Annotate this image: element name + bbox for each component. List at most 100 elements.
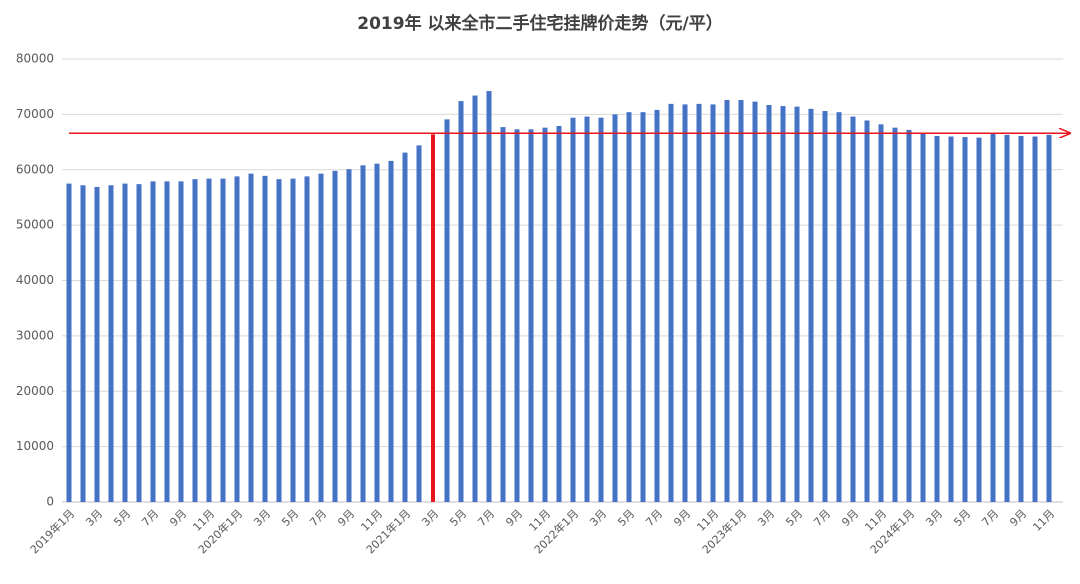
x-tick-label: 11月 (1030, 507, 1057, 534)
bar (738, 99, 744, 502)
y-tick-label: 40000 (16, 273, 54, 287)
x-tick-label: 9月 (1007, 507, 1029, 529)
bar (374, 163, 380, 502)
y-tick-label: 60000 (16, 162, 54, 176)
x-tick-label: 3月 (419, 507, 441, 529)
bar (556, 126, 562, 502)
bar (654, 109, 660, 502)
x-tick-label: 2019年1月 (27, 506, 77, 556)
bar (150, 181, 156, 502)
x-tick-label: 5月 (615, 507, 637, 529)
bar (892, 127, 898, 502)
bar (248, 173, 254, 502)
bar (388, 160, 394, 502)
bar (598, 117, 604, 502)
x-tick-label: 3月 (251, 507, 273, 529)
x-tick-label: 3月 (923, 507, 945, 529)
bar (920, 133, 926, 502)
bar (108, 185, 114, 502)
bar (528, 129, 534, 503)
x-tick-label: 5月 (951, 507, 973, 529)
bar (431, 134, 435, 502)
bar (626, 112, 632, 502)
bar (878, 124, 884, 502)
bar (234, 176, 240, 502)
bar (850, 116, 856, 502)
bar (752, 101, 758, 503)
bar (500, 127, 506, 502)
y-tick-label: 20000 (16, 384, 54, 398)
bar (276, 179, 282, 502)
bar (934, 135, 940, 502)
bar (136, 184, 142, 502)
bar (976, 137, 982, 502)
x-tick-label: 3月 (83, 507, 105, 529)
bar (164, 181, 170, 502)
y-tick-label: 80000 (16, 52, 54, 66)
y-tick-label: 50000 (16, 218, 54, 232)
y-tick-label: 10000 (16, 439, 54, 453)
bar (178, 181, 184, 502)
x-tick-label: 7月 (307, 507, 329, 529)
bar (402, 152, 408, 503)
x-tick-label: 7月 (979, 507, 1001, 529)
x-tick-label: 7月 (139, 507, 161, 529)
x-tick-label: 7月 (643, 507, 665, 529)
bar (262, 175, 268, 502)
bar (472, 95, 478, 503)
bar (612, 114, 618, 502)
bar (780, 106, 786, 502)
bar (416, 145, 422, 502)
bar (864, 120, 870, 502)
bar (682, 104, 688, 502)
bar (640, 112, 646, 502)
bar (962, 137, 968, 503)
bar (1018, 135, 1024, 502)
x-tick-label: 5月 (111, 507, 133, 529)
bar (990, 133, 996, 502)
bar (192, 179, 198, 502)
x-tick-label: 5月 (279, 507, 301, 529)
chart-title: 2019年 以来全市二手住宅挂牌价走势（元/平） (357, 13, 722, 34)
x-tick-label: 3月 (587, 507, 609, 529)
bar (668, 103, 674, 502)
x-tick-label: 7月 (475, 507, 497, 529)
bar (220, 178, 226, 503)
x-tick-label: 7月 (811, 507, 833, 529)
bar (696, 103, 702, 502)
y-tick-label: 0 (46, 495, 54, 509)
bar (584, 116, 590, 502)
x-tick-label: 5月 (447, 507, 469, 529)
bar (570, 117, 576, 502)
y-tick-label: 70000 (16, 107, 54, 121)
bar (724, 99, 730, 502)
bar (948, 136, 954, 502)
bar (80, 185, 86, 502)
bar (1004, 134, 1010, 502)
bar (444, 119, 450, 502)
bar (514, 129, 520, 503)
bar (122, 183, 128, 502)
bar (542, 127, 548, 502)
bar (332, 170, 338, 503)
bar (794, 106, 800, 502)
x-tick-label: 5月 (783, 507, 805, 529)
bar (906, 129, 912, 502)
bar (290, 178, 296, 503)
x-tick-label: 9月 (335, 507, 357, 529)
bar (458, 101, 464, 503)
bar (360, 165, 366, 502)
bar (766, 104, 772, 503)
x-tick-label: 3月 (755, 507, 777, 529)
x-tick-label: 9月 (503, 507, 525, 529)
bar (318, 173, 324, 502)
bar (66, 183, 72, 502)
bar (206, 178, 212, 503)
bar (94, 186, 100, 502)
x-tick-label: 9月 (671, 507, 693, 529)
bar (304, 176, 310, 502)
bar (836, 112, 842, 502)
bar (710, 104, 716, 502)
bar (1032, 136, 1038, 502)
